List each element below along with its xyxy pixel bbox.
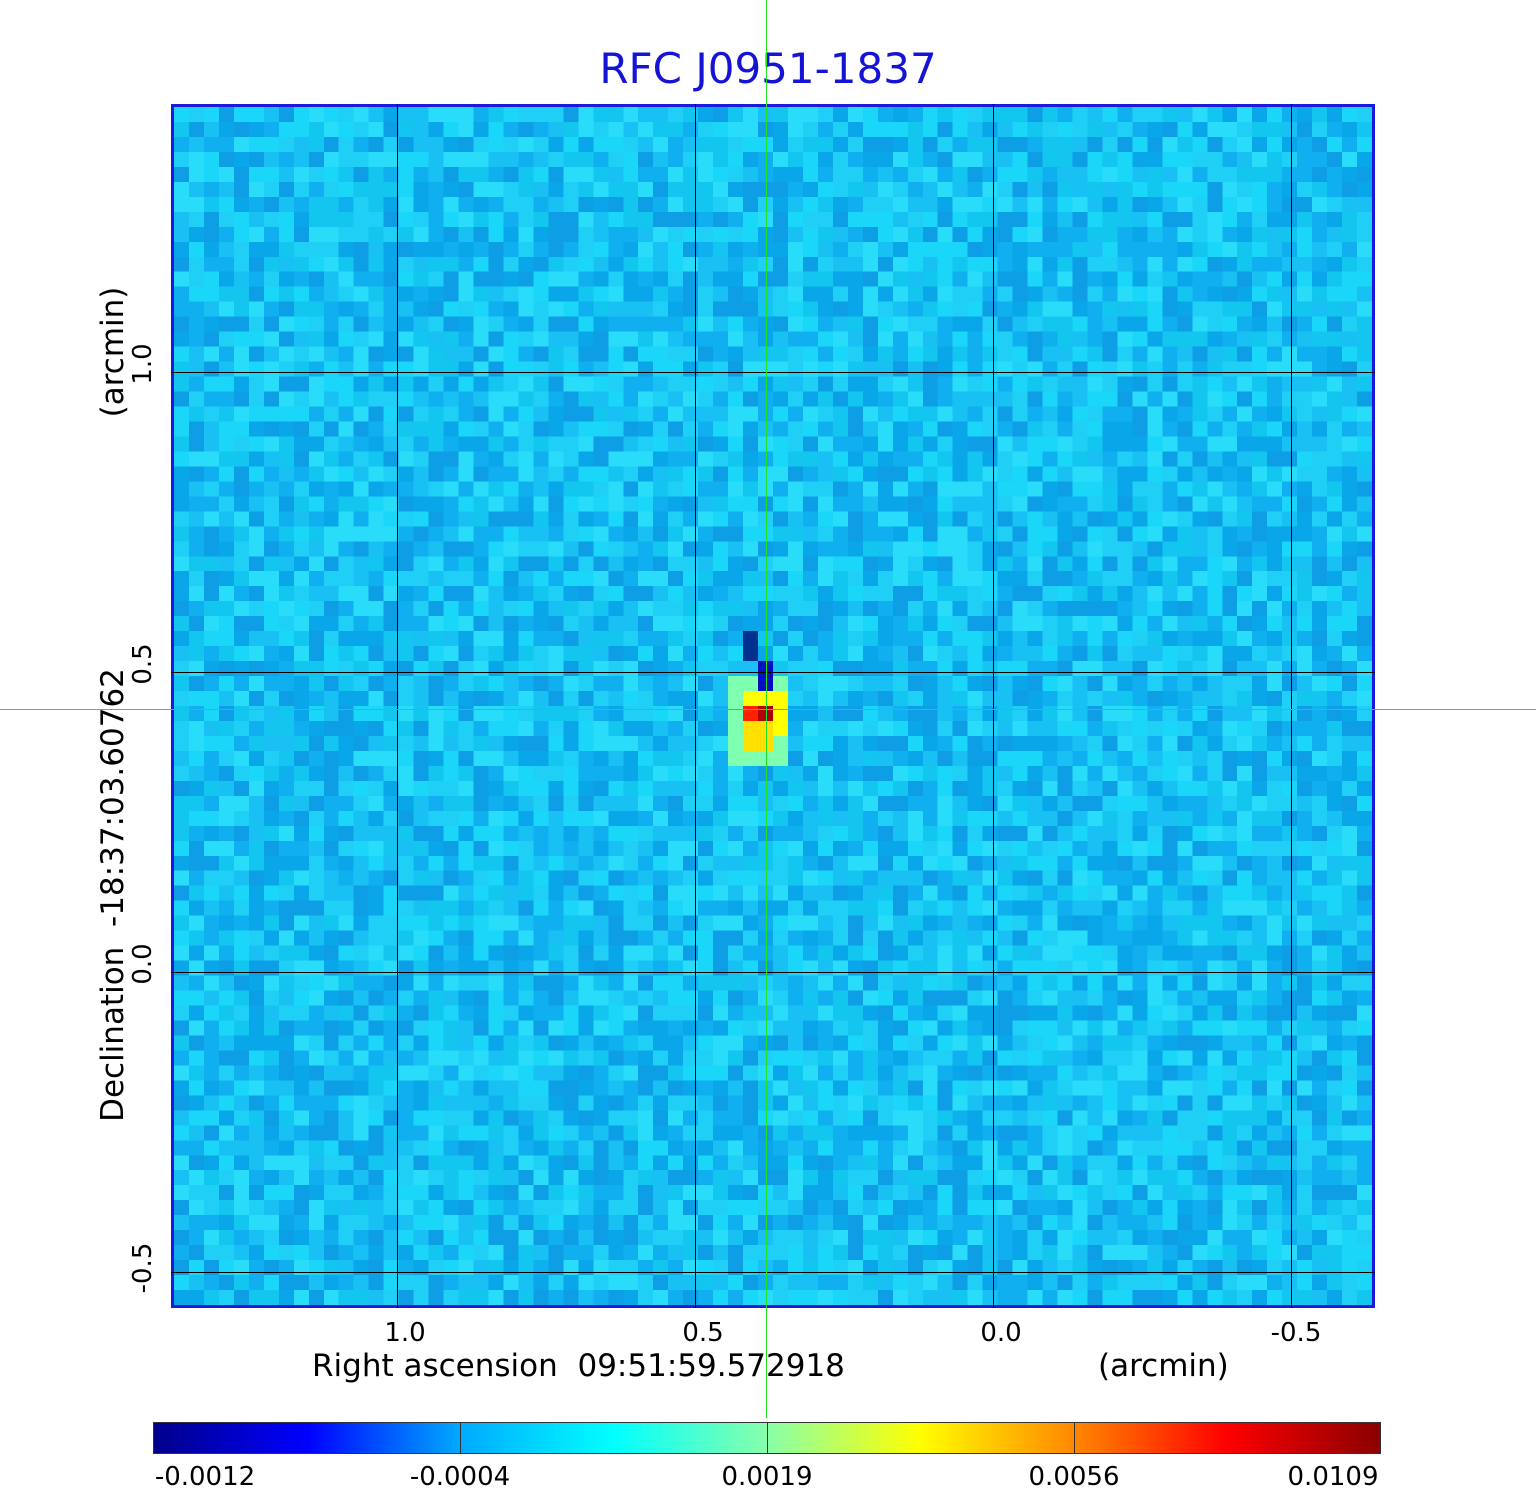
colorbar-label: -0.0004 xyxy=(409,1462,511,1492)
grid-line-ra-1.0 xyxy=(397,104,398,1308)
intensity-raster xyxy=(174,107,1372,1305)
colorbar-label: 0.0056 xyxy=(1028,1462,1120,1492)
y-tick-label: 0.0 xyxy=(128,943,158,985)
x-tick-label: 0.5 xyxy=(682,1318,724,1348)
grid-line-ra-0.5 xyxy=(695,104,696,1308)
y-tick-label: -0.5 xyxy=(128,1242,158,1294)
grid-line-dec-0.0 xyxy=(171,972,1375,973)
grid-line-dec-0.5 xyxy=(171,672,1375,673)
colorbar-tick xyxy=(767,1422,768,1454)
y-tick-label: 0.5 xyxy=(128,643,158,685)
image-title: RFC J0951-1837 xyxy=(599,44,937,93)
crosshair-horizontal xyxy=(0,709,1536,710)
y-tick-label: 1.0 xyxy=(128,343,158,385)
colorbar-tick xyxy=(460,1422,461,1454)
y-axis-label: Declination -18:37:03.60762 xyxy=(95,668,131,1122)
colorbar-label: 0.0109 xyxy=(1287,1462,1379,1492)
grid-line-ra-minus-0.5 xyxy=(1291,104,1292,1308)
colorbar-label: 0.0019 xyxy=(721,1462,813,1492)
y-axis-unit: (arcmin) xyxy=(95,286,131,418)
radio-image-map[interactable] xyxy=(171,104,1375,1308)
grid-line-ra-0.0 xyxy=(993,104,994,1308)
x-axis-label: Right ascension 09:51:59.572918 xyxy=(312,1348,845,1384)
colorbar-tick xyxy=(1074,1422,1075,1454)
x-tick-label: -0.5 xyxy=(1270,1318,1322,1348)
grid-line-dec-1.0 xyxy=(171,372,1375,373)
x-axis-unit: (arcmin) xyxy=(1098,1348,1229,1384)
grid-line-dec-minus-0.5 xyxy=(171,1272,1375,1273)
x-tick-label: 0.0 xyxy=(980,1318,1022,1348)
x-tick-label: 1.0 xyxy=(384,1318,426,1348)
colorbar-label: -0.0012 xyxy=(154,1462,256,1492)
